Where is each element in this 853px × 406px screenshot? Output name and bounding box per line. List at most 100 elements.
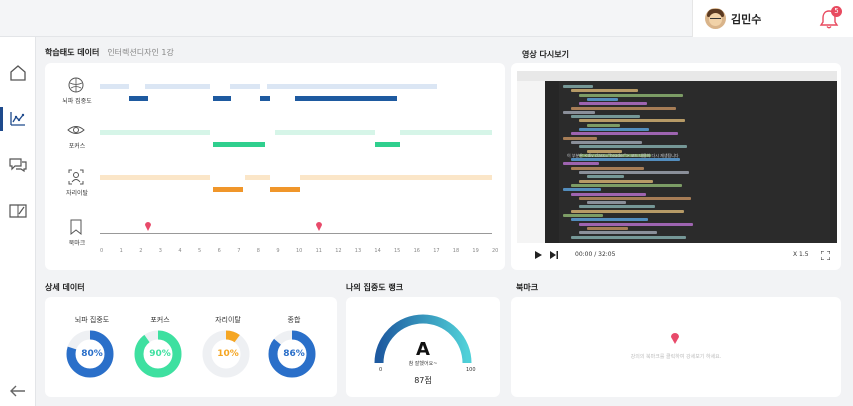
timeline-segment[interactable] bbox=[213, 96, 231, 101]
code-line bbox=[579, 196, 691, 200]
bookmark-icon bbox=[70, 219, 82, 236]
code-line bbox=[579, 128, 649, 131]
video-player[interactable]: 이 부분은 <div class="header"> 코드 내용이 다시 재생됩… bbox=[517, 71, 837, 243]
bookmark-pin[interactable] bbox=[315, 220, 323, 232]
sidebar-item-analytics[interactable] bbox=[0, 105, 36, 133]
timeline-tick: 14 bbox=[374, 248, 381, 254]
timeline-tick: 12 bbox=[335, 248, 342, 254]
timeline-segment[interactable] bbox=[129, 96, 148, 101]
timeline-tick: 18 bbox=[452, 248, 460, 254]
rank-title: 나의 집중도 랭크 bbox=[346, 283, 404, 292]
timeline-tick: 11 bbox=[315, 248, 322, 254]
user-name[interactable]: 김민수 bbox=[731, 13, 762, 26]
code-line bbox=[579, 171, 689, 174]
sidebar-item-notebook[interactable] bbox=[0, 197, 36, 225]
timeline-track bbox=[245, 175, 270, 180]
timeline-tick: 17 bbox=[433, 248, 440, 254]
home-icon bbox=[10, 65, 26, 81]
code-line bbox=[571, 183, 682, 187]
code-line bbox=[587, 175, 624, 179]
timeline-tick: 7 bbox=[237, 248, 241, 254]
row-label-away: 자리이탈 bbox=[65, 190, 89, 197]
timeline-track bbox=[300, 175, 492, 180]
timeline-segment[interactable] bbox=[270, 187, 300, 192]
donut-value: 86% bbox=[283, 349, 305, 359]
donut-chart bbox=[268, 330, 316, 378]
notification-badge: 5 bbox=[831, 6, 842, 17]
gauge-min: 0 bbox=[379, 367, 383, 373]
row-label-brain: 뇌파 집중도 bbox=[62, 98, 92, 105]
code-line bbox=[563, 85, 593, 88]
code-line bbox=[579, 93, 683, 97]
timeline-segment[interactable] bbox=[213, 142, 265, 147]
avatar[interactable] bbox=[705, 8, 726, 29]
donut-chart bbox=[134, 330, 182, 378]
donut-label: 뇌파 집중도 bbox=[74, 316, 110, 324]
timeline-segment[interactable] bbox=[375, 142, 400, 147]
notebook-icon bbox=[9, 204, 27, 218]
detail-card: 뇌파 집중도 포커스 자리이탈 종합 80% 90% 10% 86% bbox=[45, 297, 337, 397]
timeline-tick: 6 bbox=[217, 248, 221, 254]
timeline-tick: 20 bbox=[492, 248, 499, 254]
video-controls: 00:00 / 32:05 X 1.5 bbox=[517, 243, 837, 267]
timeline-tick: 16 bbox=[413, 248, 420, 254]
away-icon bbox=[68, 169, 84, 185]
timeline-track bbox=[267, 84, 437, 89]
bookmark-pin-icon bbox=[671, 333, 679, 344]
code-line bbox=[579, 179, 653, 183]
code-line bbox=[579, 102, 647, 106]
bookmark-pin[interactable] bbox=[144, 220, 152, 232]
donut-arc bbox=[202, 330, 250, 378]
timeline-tick: 13 bbox=[354, 248, 362, 254]
sidebar bbox=[0, 37, 36, 406]
fullscreen-icon[interactable] bbox=[821, 251, 830, 260]
chat-icon bbox=[9, 158, 27, 173]
bookmark-timeline bbox=[100, 233, 492, 234]
rank-gauge bbox=[374, 314, 472, 364]
play-icon[interactable] bbox=[533, 250, 543, 260]
code-line bbox=[587, 201, 626, 205]
timeline-track bbox=[400, 130, 492, 135]
timeline-tick: 1 bbox=[119, 248, 123, 254]
donut-arc bbox=[134, 330, 182, 378]
code-line bbox=[571, 166, 644, 170]
code-line bbox=[563, 188, 601, 192]
bookmark-empty-text: 강의의 북마크를 클릭하여 강세보기 하세요. bbox=[630, 354, 722, 360]
attitude-subtitle: 인터렉션디자인 1강 bbox=[107, 48, 174, 57]
donut-chart bbox=[202, 330, 250, 378]
timeline-track bbox=[100, 84, 129, 89]
code-line bbox=[563, 214, 603, 217]
timeline-track bbox=[275, 130, 375, 135]
code-line bbox=[571, 235, 686, 239]
user-area: 김민수 5 bbox=[692, 0, 853, 37]
timeline-segment[interactable] bbox=[213, 187, 243, 192]
rank-grade: A bbox=[416, 339, 430, 360]
code-line bbox=[579, 153, 651, 157]
row-label-focus: 포커스 bbox=[68, 143, 86, 150]
code-line bbox=[571, 106, 676, 110]
rank-card: A 참 잘했어요~ 0 100 87점 bbox=[346, 297, 500, 397]
code-line bbox=[571, 192, 646, 196]
code-line bbox=[587, 149, 622, 153]
bookmark-title: 북마크 bbox=[516, 283, 539, 292]
timeline-tick: 2 bbox=[139, 248, 143, 254]
sidebar-item-chat[interactable] bbox=[0, 151, 36, 179]
next-icon[interactable] bbox=[549, 250, 559, 260]
timeline-tick: 0 bbox=[100, 248, 104, 254]
code-line bbox=[587, 97, 618, 101]
playback-speed[interactable]: X 1.5 bbox=[793, 251, 809, 258]
code-line bbox=[571, 218, 648, 222]
code-line bbox=[579, 145, 687, 149]
donut-value: 10% bbox=[217, 349, 239, 359]
donut-label: 포커스 bbox=[150, 316, 170, 324]
code-line bbox=[571, 89, 638, 93]
sidebar-item-home[interactable] bbox=[0, 59, 36, 87]
code-line bbox=[579, 222, 693, 226]
timeline-segment[interactable] bbox=[295, 96, 397, 101]
attitude-title: 학습태도 데이터 인터렉션디자인 1강 bbox=[45, 48, 174, 57]
timeline-segment[interactable] bbox=[260, 96, 270, 101]
donut-label: 종합 bbox=[287, 316, 301, 324]
timeline-track bbox=[145, 84, 210, 89]
timeline-tick: 8 bbox=[256, 248, 260, 254]
back-button[interactable] bbox=[0, 377, 36, 405]
